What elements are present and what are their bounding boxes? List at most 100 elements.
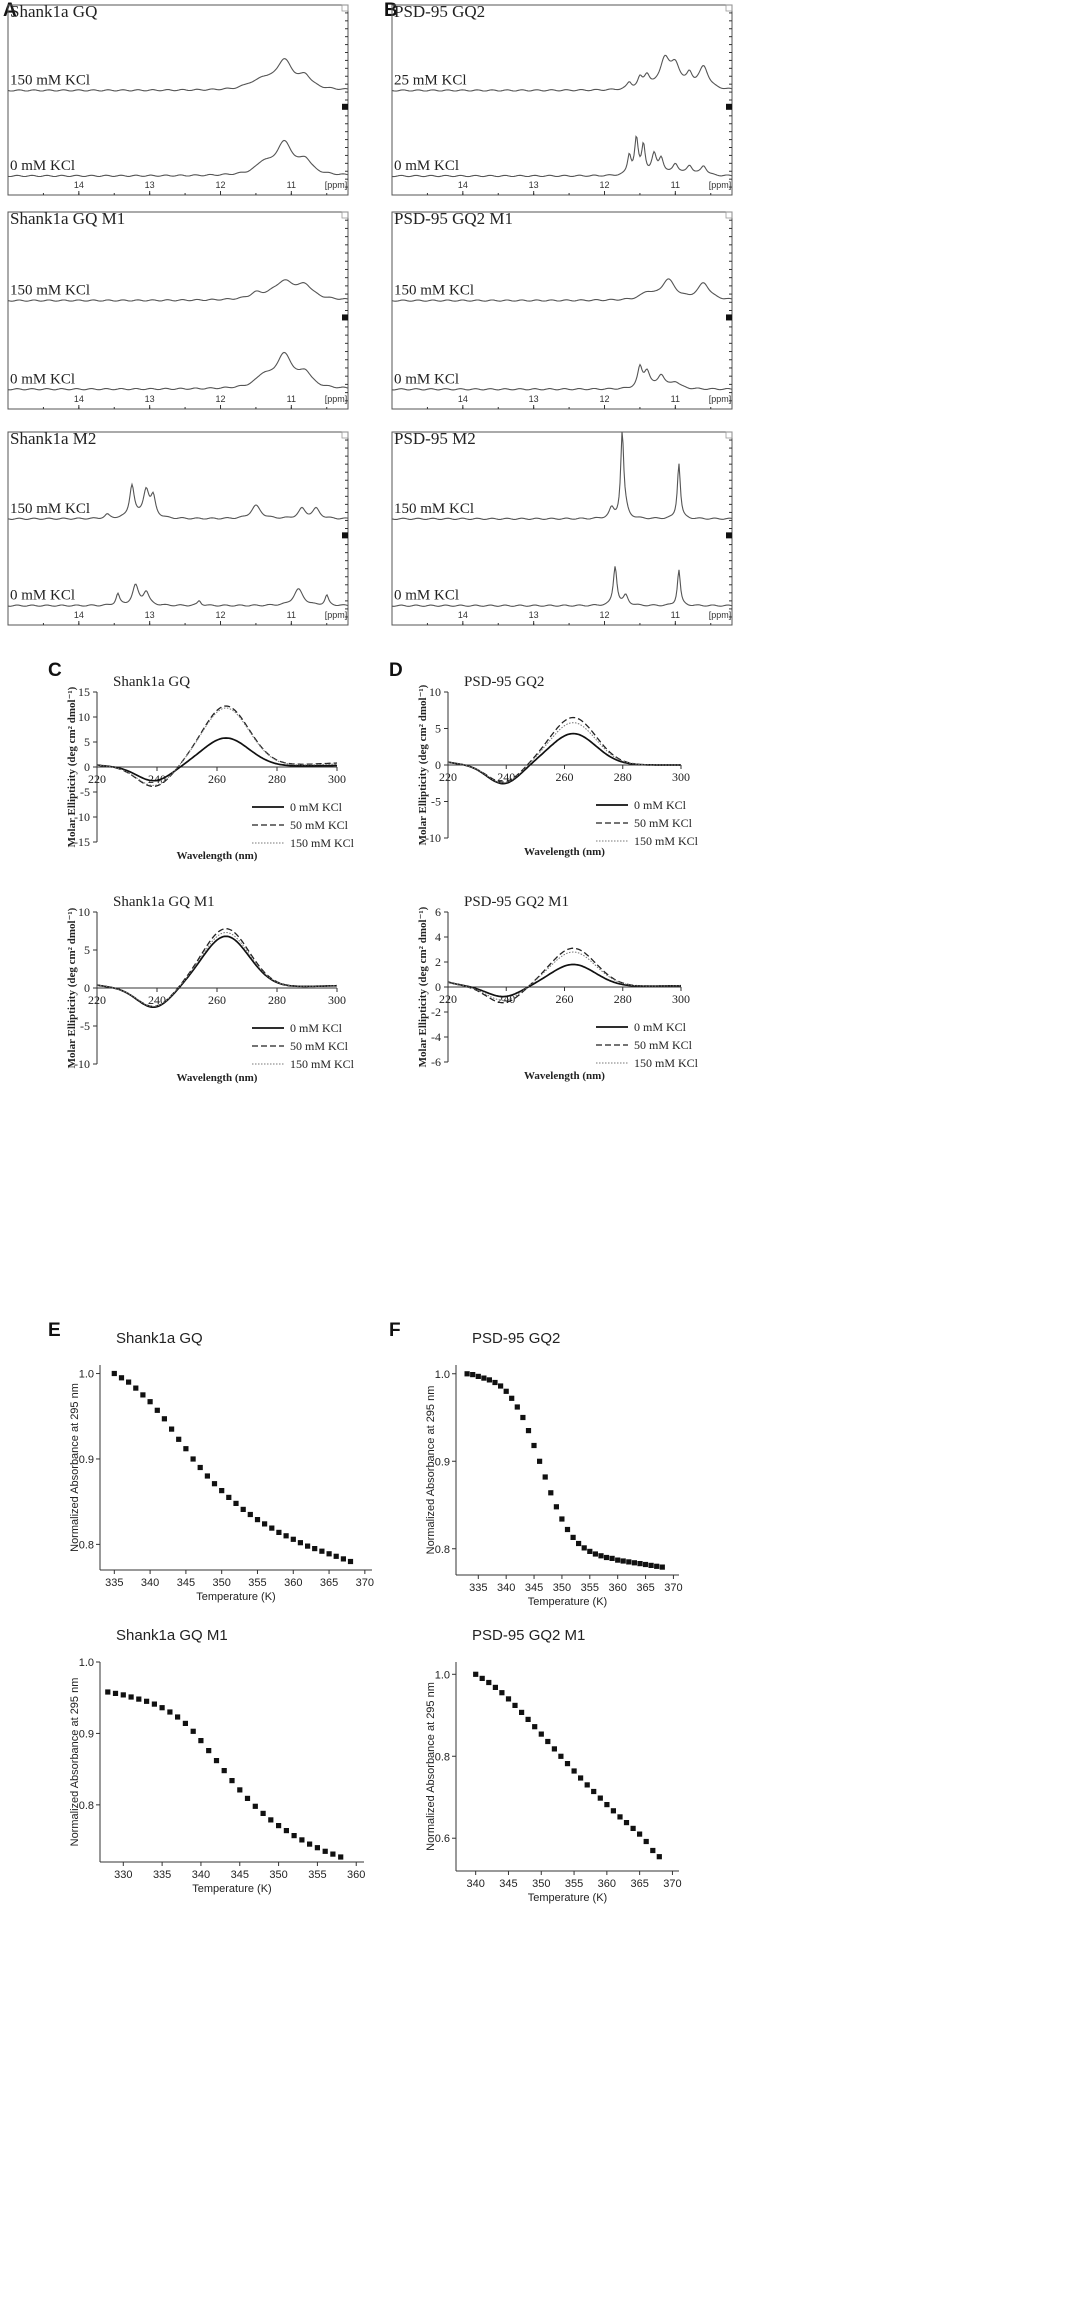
cd-chart-8: -10 -5 0 5 10 220 240 260 280 300 Shank1a GQ M1 Wav… bbox=[66, 894, 355, 1084]
melt-y-tick-label: 0.8 bbox=[79, 1800, 94, 1812]
nmr-corner-mark bbox=[341, 431, 349, 439]
nmr-x-unit-label: [ppm] bbox=[709, 180, 732, 190]
cd-title: Shank1a GQ M1 bbox=[113, 894, 215, 910]
melt-data-point bbox=[610, 1808, 616, 1814]
cd-legend-label: 0 mM KCl bbox=[634, 1020, 687, 1034]
cd-x-axis-label: Wavelength (nm) bbox=[177, 850, 258, 862]
melt-y-tick-label: 1.0 bbox=[435, 1369, 450, 1381]
melt-data-point bbox=[120, 1692, 126, 1698]
melt-data-point bbox=[597, 1795, 603, 1801]
melt-data-point bbox=[167, 1709, 173, 1715]
melt-x-tick-label: 340 bbox=[497, 1582, 515, 1594]
cd-x-tick-label: 260 bbox=[556, 992, 574, 1006]
nmr-x-tick-label: 11 bbox=[671, 394, 680, 404]
melt-data-point bbox=[297, 1540, 303, 1546]
cd-x-tick-label: 260 bbox=[208, 772, 226, 786]
nmr-x-unit-label: [ppm] bbox=[325, 394, 348, 404]
nmr-x-tick-label: 12 bbox=[599, 394, 609, 404]
cd-y-tick-label: 0 bbox=[84, 760, 90, 774]
melt-x-tick-label: 365 bbox=[630, 1878, 648, 1890]
nmr-x-tick-label: 12 bbox=[215, 610, 225, 620]
nmr-series-label: 150 mM KCl bbox=[394, 283, 474, 299]
melt-data-point bbox=[112, 1690, 119, 1696]
melt-data-point bbox=[498, 1383, 504, 1389]
melt-x-tick-label: 355 bbox=[248, 1577, 266, 1589]
melt-data-point bbox=[262, 1521, 268, 1527]
nmr-series-label: 150 mM KCl bbox=[394, 501, 474, 517]
nmr-trace-1 bbox=[7, 351, 349, 391]
melt-x-tick-label: 330 bbox=[114, 1869, 132, 1881]
melt-y-axis-label: Normalized Absorbance at 295 nm bbox=[69, 1383, 81, 1552]
cd-legend-label: 50 mM KCl bbox=[290, 818, 349, 832]
melt-x-tick-label: 360 bbox=[347, 1869, 365, 1881]
cd-series-line bbox=[96, 707, 337, 786]
melt-data-point bbox=[319, 1548, 325, 1554]
melt-data-point bbox=[520, 1414, 526, 1421]
nmr-x-tick-label: 13 bbox=[145, 610, 155, 620]
nmr-trace-1 bbox=[391, 363, 733, 391]
melt-data-point bbox=[532, 1724, 538, 1730]
melt-data-point bbox=[505, 1696, 512, 1702]
cd-series-line bbox=[96, 931, 338, 1007]
cd-legend-label: 0 mM KCl bbox=[634, 798, 687, 812]
cd-legend-label: 50 mM KCl bbox=[634, 1038, 693, 1052]
panel-letter-e: E bbox=[48, 1320, 61, 1341]
nmr-x-tick-label: 14 bbox=[74, 394, 84, 404]
melt-data-point bbox=[237, 1787, 243, 1793]
nmr-series-label: 150 mM KCl bbox=[10, 73, 90, 89]
cd-y-tick-label: -5 bbox=[80, 785, 90, 799]
melt-data-point bbox=[570, 1534, 576, 1540]
nmr-spectrum-5: PSD-95 M2 150 mM KCl 0 mM KCl 14 13 12 11 [ppm] bbox=[391, 429, 733, 626]
melt-x-tick-label: 360 bbox=[598, 1878, 616, 1890]
melt-data-point bbox=[473, 1671, 479, 1677]
cd-x-axis-label: Wavelength (nm) bbox=[524, 1070, 605, 1082]
nmr-trace-1 bbox=[7, 139, 349, 178]
nmr-x-tick-label: 13 bbox=[529, 394, 539, 404]
nmr-series-label: 0 mM KCl bbox=[394, 588, 459, 604]
melt-y-axis-label: Normalized Absorbance at 295 nm bbox=[425, 1682, 437, 1851]
melt-data-point bbox=[578, 1775, 584, 1781]
nmr-x-tick-label: 11 bbox=[287, 610, 296, 620]
melt-y-tick-label: 1.0 bbox=[79, 1657, 94, 1669]
melt-data-point bbox=[211, 1481, 218, 1487]
cd-y-axis-label: Molar Ellipticity (deg cm² dmol⁻¹) bbox=[417, 906, 429, 1067]
melt-x-axis-label: Temperature (K) bbox=[528, 1596, 607, 1608]
cd-y-tick-label: 10 bbox=[78, 710, 90, 724]
cd-y-tick-label: 10 bbox=[429, 685, 441, 699]
melt-data-point bbox=[276, 1823, 282, 1829]
melt-data-point bbox=[551, 1746, 557, 1752]
melt-data-point bbox=[620, 1558, 626, 1564]
cd-x-tick-label: 300 bbox=[328, 993, 346, 1007]
nmr-spectrum-3: PSD-95 GQ2 M1 150 mM KCl 0 mM KCl 14 13 12 11 [… bbox=[391, 209, 733, 410]
melt-x-tick-label: 335 bbox=[469, 1582, 487, 1594]
melt-data-point bbox=[204, 1473, 210, 1479]
cd-y-tick-label: -15 bbox=[74, 835, 90, 849]
melt-x-tick-label: 355 bbox=[308, 1869, 326, 1881]
nmr-series-label: 0 mM KCl bbox=[394, 158, 459, 174]
melt-data-point bbox=[198, 1738, 204, 1744]
melt-data-point bbox=[190, 1456, 196, 1462]
melt-data-point bbox=[642, 1561, 649, 1568]
melt-title: PSD-95 GQ2 M1 bbox=[472, 1627, 585, 1644]
nmr-x-tick-label: 13 bbox=[529, 610, 539, 620]
cd-series-line bbox=[447, 947, 682, 1004]
panel-letter-c: C bbox=[48, 660, 62, 681]
nmr-series-label: 150 mM KCl bbox=[10, 283, 90, 299]
melt-data-point bbox=[340, 1556, 346, 1562]
nmr-trace-0 bbox=[391, 278, 733, 302]
cd-legend-label: 0 mM KCl bbox=[290, 1021, 343, 1035]
melt-y-axis-label: Normalized Absorbance at 295 nm bbox=[69, 1678, 81, 1847]
melt-y-tick-label: 0.8 bbox=[79, 1539, 94, 1551]
melt-chart-10: 0.8 0.9 1.0 335 340 345 350 355 360 365 370 Shank1a… bbox=[69, 1330, 374, 1603]
melt-x-tick-label: 340 bbox=[141, 1577, 159, 1589]
melt-x-tick-label: 355 bbox=[565, 1878, 583, 1890]
nmr-x-tick-label: 13 bbox=[145, 394, 155, 404]
nmr-marker-square bbox=[342, 314, 348, 321]
cd-title: Shank1a GQ bbox=[113, 674, 190, 690]
melt-x-tick-label: 370 bbox=[664, 1582, 682, 1594]
melt-data-point bbox=[290, 1536, 296, 1542]
cd-x-tick-label: 280 bbox=[614, 770, 632, 784]
nmr-title: Shank1a M2 bbox=[10, 429, 96, 448]
